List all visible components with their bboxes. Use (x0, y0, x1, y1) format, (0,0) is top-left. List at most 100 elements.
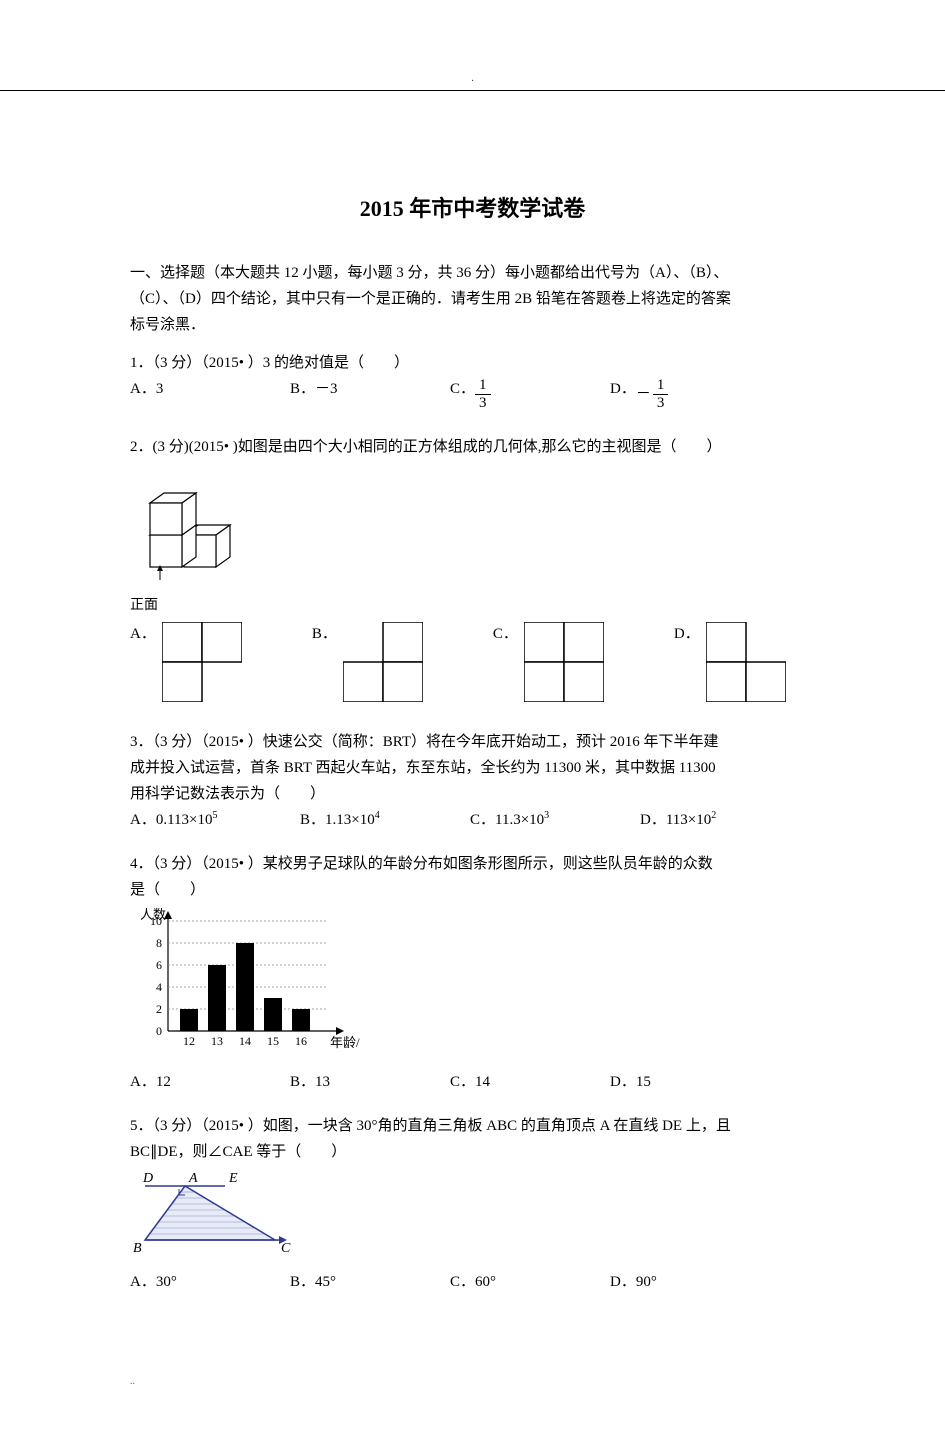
footer-mark: .. (130, 1374, 815, 1390)
q3-optB: B． 1.13×104 (300, 808, 470, 832)
svg-text:15: 15 (267, 1034, 279, 1048)
q3-l1: 3．（3 分）（2015• ）快速公交（简称：BRT）将在今年底开始动工，预计 … (130, 730, 815, 754)
q4-optB: B． 13 (290, 1070, 450, 1094)
q1-B-val: －3 (315, 377, 338, 401)
q4-C-val: 14 (475, 1070, 490, 1094)
q5-optC: C． 60° (450, 1270, 610, 1294)
q1-D-negfrac: － 1 3 (636, 377, 669, 411)
svg-text:人数: 人数 (140, 907, 166, 922)
q4-D-val: 15 (636, 1070, 651, 1094)
q5-options: A． 30° B． 45° C． 60° D． 90° (130, 1270, 815, 1294)
q4-barchart: 0246810人数1213141516年龄/岁 (130, 906, 815, 1064)
svg-text:A: A (188, 1171, 198, 1186)
q5-C-val: 60° (475, 1270, 496, 1294)
svg-text:12: 12 (183, 1034, 195, 1048)
q1-A-label: A． (130, 377, 156, 401)
q2-A-grid (162, 622, 242, 702)
svg-text:16: 16 (295, 1034, 307, 1048)
q1-C-num: 1 (475, 377, 491, 395)
q3-A-val: 0.113×10 (156, 808, 213, 832)
q1: 1．（3 分）（2015• ）3 的绝对值是（ ） A． 3 B． －3 C． … (130, 351, 815, 411)
q5-l2: BC∥DE，则∠CAE 等于（ ） (130, 1140, 815, 1164)
q5-optA: A． 30° (130, 1270, 290, 1294)
q4-C-label: C． (450, 1070, 475, 1094)
q1-optA: A． 3 (130, 377, 290, 411)
q4-optD: D． 15 (610, 1070, 770, 1094)
q3-D-label: D． (640, 808, 666, 832)
q4-optA: A． 12 (130, 1070, 290, 1094)
q1-D-label: D． (610, 377, 636, 401)
q5-B-val: 45° (315, 1270, 336, 1294)
svg-text:8: 8 (156, 936, 162, 950)
q4-B-val: 13 (315, 1070, 330, 1094)
header-dot: . (0, 71, 945, 87)
q1-D-num: 1 (653, 377, 669, 395)
q5-optB: B． 45° (290, 1270, 450, 1294)
q3: 3．（3 分）（2015• ）快速公交（简称：BRT）将在今年底开始动工，预计 … (130, 730, 815, 832)
q2-C-label: C． (493, 622, 518, 646)
q4-D-label: D． (610, 1070, 636, 1094)
q1-D-den: 3 (653, 395, 669, 412)
q2-front-label: 正面 (130, 595, 815, 617)
exam-page: . 2015 年市中考数学试卷 一、选择题（本大题共 12 小题，每小题 3 分… (0, 90, 945, 1430)
q4: 4．（3 分）（2015• ）某校男子足球队的年龄分布如图条形图所示，则这些队员… (130, 852, 815, 1094)
q1-A-val: 3 (156, 377, 164, 401)
svg-text:14: 14 (239, 1034, 251, 1048)
q3-options: A． 0.113×105 B． 1.13×104 C． 11.3×103 D． … (130, 808, 815, 832)
q1-options: A． 3 B． －3 C． 1 3 D． － 1 3 (130, 377, 815, 411)
q2-optB: B． (312, 622, 423, 702)
q2-optD: D． (674, 622, 786, 702)
q5-figure: D A E B C (130, 1168, 815, 1266)
q2: 2．(3 分)(2015• )如图是由四个大小相同的正方体组成的几何体,那么它的… (130, 435, 815, 701)
q3-C-val: 11.3×10 (495, 808, 544, 832)
q1-C-label: C． (450, 377, 475, 401)
svg-text:E: E (228, 1171, 238, 1186)
section1-line3: 标号涂黑． (130, 313, 815, 337)
q2-solid-figure (130, 465, 815, 593)
section1-line1: 一、选择题（本大题共 12 小题，每小题 3 分，共 36 分）每小题都给出代号… (130, 261, 815, 285)
q3-l3: 用科学记数法表示为（ ） (130, 782, 815, 806)
q3-C-label: C． (470, 808, 495, 832)
svg-text:B: B (133, 1241, 142, 1256)
q1-optC: C． 1 3 (450, 377, 610, 411)
q5-D-val: 90° (636, 1270, 657, 1294)
q2-A-label: A． (130, 622, 156, 646)
svg-text:4: 4 (156, 980, 162, 994)
q1-B-label: B． (290, 377, 315, 401)
page-title: 2015 年市中考数学试卷 (130, 191, 815, 226)
q4-A-val: 12 (156, 1070, 171, 1094)
q5-D-label: D． (610, 1270, 636, 1294)
q3-B-label: B． (300, 808, 325, 832)
q2-stem: 2．(3 分)(2015• )如图是由四个大小相同的正方体组成的几何体,那么它的… (130, 435, 815, 459)
q5-A-val: 30° (156, 1270, 177, 1294)
q3-D-val: 113×10 (666, 808, 711, 832)
q1-stem: 1．（3 分）（2015• ）3 的绝对值是（ ） (130, 351, 815, 375)
q2-options: A． B． C． D． (130, 622, 815, 702)
svg-text:2: 2 (156, 1002, 162, 1016)
q4-optC: C． 14 (450, 1070, 610, 1094)
svg-text:D: D (142, 1171, 153, 1186)
svg-text:年龄/岁: 年龄/岁 (330, 1035, 360, 1050)
q5-A-label: A． (130, 1270, 156, 1294)
q4-chart-svg: 0246810人数1213141516年龄/岁 (130, 906, 360, 1056)
q4-l2: 是（ ） (130, 878, 815, 902)
q1-C-den: 3 (475, 395, 491, 412)
svg-text:0: 0 (156, 1024, 162, 1038)
q3-A-label: A． (130, 808, 156, 832)
q5: 5．（3 分）（2015• ）如图，一块含 30°角的直角三角板 ABC 的直角… (130, 1114, 815, 1294)
q1-optB: B． －3 (290, 377, 450, 411)
q5-C-label: C． (450, 1270, 475, 1294)
q5-B-label: B． (290, 1270, 315, 1294)
q4-A-label: A． (130, 1070, 156, 1094)
svg-text:C: C (281, 1241, 291, 1256)
q1-C-frac: 1 3 (475, 377, 491, 411)
q3-B-val: 1.13×10 (325, 808, 375, 832)
q2-optA: A． (130, 622, 242, 702)
q3-optA: A． 0.113×105 (130, 808, 300, 832)
q2-C-grid (524, 622, 604, 702)
q4-options: A． 12 B． 13 C． 14 D． 15 (130, 1070, 815, 1094)
q5-optD: D． 90° (610, 1270, 770, 1294)
q2-optC: C． (493, 622, 604, 702)
q2-solid-svg (130, 465, 250, 585)
q5-triangle-svg: D A E B C (130, 1168, 300, 1258)
